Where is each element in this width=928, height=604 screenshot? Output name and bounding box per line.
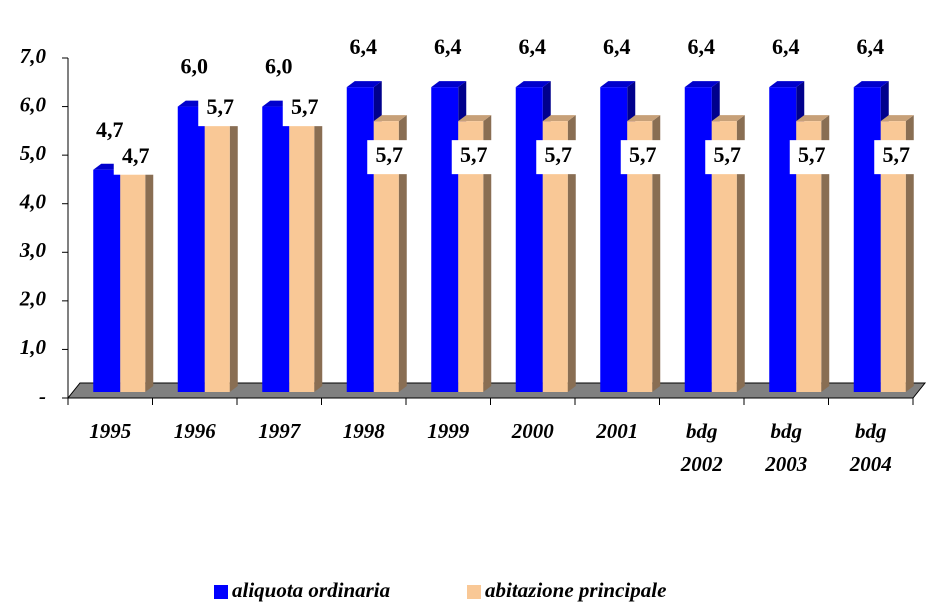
bar: [289, 121, 315, 393]
label-box: [705, 140, 750, 175]
bar-top: [458, 115, 492, 122]
bar-top: [600, 81, 636, 88]
y-tick-label: -: [39, 384, 46, 408]
bar-top: [515, 81, 551, 88]
bar: [346, 87, 374, 393]
bar-top: [431, 81, 467, 88]
value-label: 5,7: [798, 142, 826, 167]
bar-side: [398, 115, 407, 393]
bar: [177, 106, 205, 393]
y-tick-label: 3,0: [19, 238, 47, 262]
legend-label: abitazione principale: [485, 578, 666, 602]
value-label: 5,7: [545, 142, 573, 167]
bar: [204, 121, 230, 393]
bar-top: [346, 81, 382, 88]
bar: [769, 87, 797, 393]
bar: [262, 106, 290, 393]
y-tick-label: 4,0: [19, 190, 47, 214]
bar-top: [684, 81, 720, 88]
bar: [431, 87, 459, 393]
bar-top: [853, 81, 889, 88]
x-tick-label: bdg 2003: [764, 419, 807, 476]
value-label: 5,7: [207, 94, 235, 119]
bar-side: [229, 115, 238, 393]
value-label: 5,7: [714, 142, 742, 167]
label-box: [198, 92, 243, 127]
x-tick-label: bdg 2004: [849, 419, 892, 476]
label-box: [367, 140, 412, 175]
x-tick-label: 1995: [89, 419, 131, 443]
bar: [93, 169, 121, 392]
label-box: [113, 140, 158, 175]
bar-top: [373, 115, 407, 122]
bar-side: [736, 115, 745, 393]
bar-top: [711, 115, 745, 122]
value-label: 6,4: [603, 34, 631, 59]
value-label: 6,4: [434, 34, 462, 59]
bar: [853, 87, 881, 393]
value-label: 6,0: [181, 54, 209, 79]
bar-top: [880, 115, 914, 122]
y-tick-label: 1,0: [20, 335, 47, 359]
label-box: [536, 140, 581, 175]
bar-top: [542, 115, 576, 122]
value-label: 5,7: [376, 142, 404, 167]
label-box: [789, 140, 834, 175]
x-tick-label: 1999: [427, 419, 470, 443]
bar: [515, 87, 543, 393]
y-tick-label: 2,0: [19, 287, 47, 311]
value-label: 4,7: [122, 143, 150, 168]
y-tick-label: 5,0: [20, 141, 47, 165]
bar-top: [796, 115, 830, 122]
y-tick-label: 6,0: [20, 92, 47, 116]
x-tick-label: 2001: [595, 419, 638, 443]
x-tick-label: 1996: [174, 419, 217, 443]
bar-side: [652, 115, 661, 393]
legend-label: aliquota ordinaria: [232, 578, 390, 602]
bar: [684, 87, 712, 393]
bar-side: [145, 163, 154, 392]
label-box: [620, 140, 665, 175]
value-label: 5,7: [883, 142, 911, 167]
value-label: 5,7: [460, 142, 488, 167]
x-tick-label: 2000: [511, 419, 555, 443]
bar-side: [821, 115, 830, 393]
label-box: [451, 140, 496, 175]
bar-side: [905, 115, 914, 393]
value-label: 6,0: [265, 54, 293, 79]
bar: [120, 169, 146, 392]
bar-top: [627, 115, 661, 122]
bar: [600, 87, 628, 393]
legend-swatch: [467, 585, 481, 599]
value-label: 6,4: [772, 34, 800, 59]
x-tick-label: bdg 2002: [680, 419, 724, 476]
value-label: 5,7: [291, 94, 319, 119]
label-box: [874, 140, 919, 175]
bar-side: [483, 115, 492, 393]
value-label: 6,4: [350, 34, 378, 59]
value-label: 6,4: [519, 34, 547, 59]
label-box: [282, 92, 327, 127]
value-label: 6,4: [857, 34, 885, 59]
legend-swatch: [214, 585, 228, 599]
value-label: 6,4: [688, 34, 716, 59]
value-label: 5,7: [629, 142, 657, 167]
y-tick-label: 7,0: [20, 44, 47, 68]
value-label: 4,7: [96, 117, 124, 142]
x-tick-label: 1997: [258, 419, 302, 443]
x-tick-label: 1998: [343, 419, 386, 443]
bar-side: [314, 115, 323, 393]
bar-side: [567, 115, 576, 393]
bar-top: [769, 81, 805, 88]
